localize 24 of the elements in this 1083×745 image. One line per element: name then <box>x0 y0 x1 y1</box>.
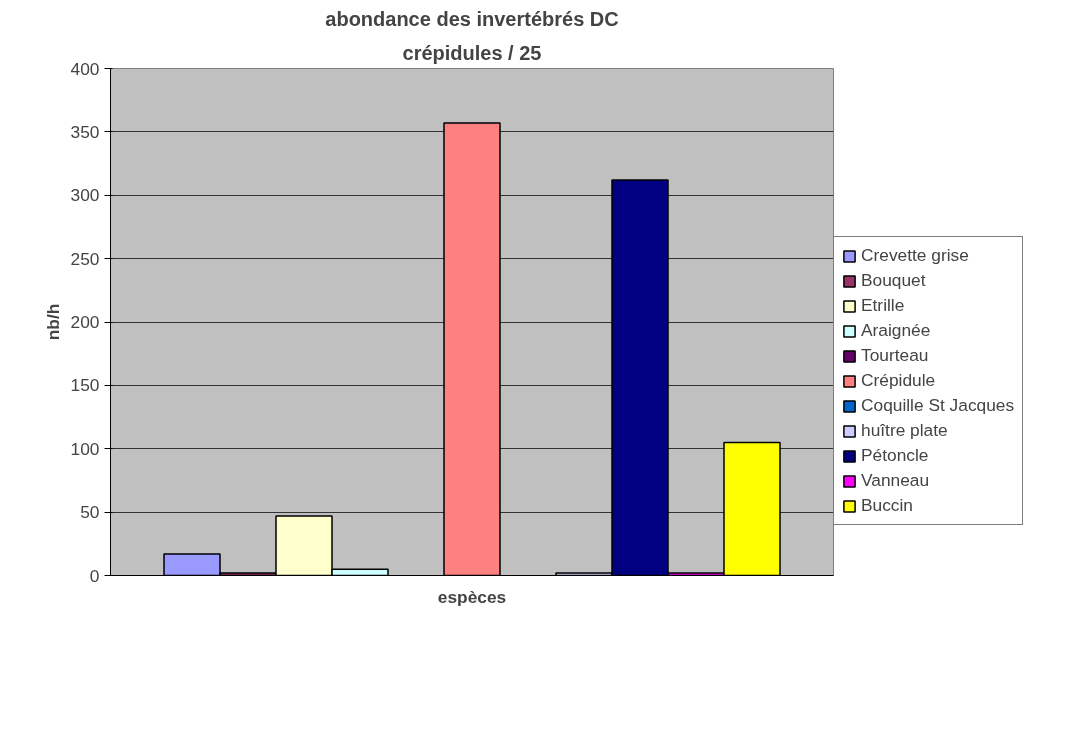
y-tick-label: 200 <box>70 312 100 332</box>
legend-label: Crépidule <box>861 370 936 391</box>
chart-subtitle: crépidules / 25 <box>402 41 542 64</box>
y-tick-label: 100 <box>70 438 100 459</box>
y-tick-label: 400 <box>70 58 100 79</box>
legend-label: Araignée <box>861 320 931 341</box>
legend-label: Etrille <box>861 295 905 316</box>
y-tick-label: 350 <box>70 121 100 142</box>
y-tick-label: 150 <box>70 375 100 396</box>
y-tick-label: 250 <box>70 248 100 269</box>
legend-label: Crevette grise <box>861 245 969 266</box>
y-tick-label: 300 <box>70 185 100 206</box>
y-tick-label: 0 <box>89 565 100 586</box>
legend-label: Bouquet <box>861 270 926 291</box>
legend-label: Vanneau <box>861 470 930 491</box>
legend-label: huître plate <box>861 420 948 441</box>
x-axis-title: espèces <box>437 586 507 607</box>
legend-label: Coquille St Jacques <box>861 395 1015 416</box>
y-axis-title: nb/h <box>42 303 63 341</box>
chart-title: abondance des invertébrés DC <box>325 7 619 30</box>
legend-label: Buccin <box>861 495 914 516</box>
legend-label: Tourteau <box>861 345 929 366</box>
legend-label: Pétoncle <box>861 445 929 466</box>
y-tick-label: 50 <box>80 502 100 523</box>
